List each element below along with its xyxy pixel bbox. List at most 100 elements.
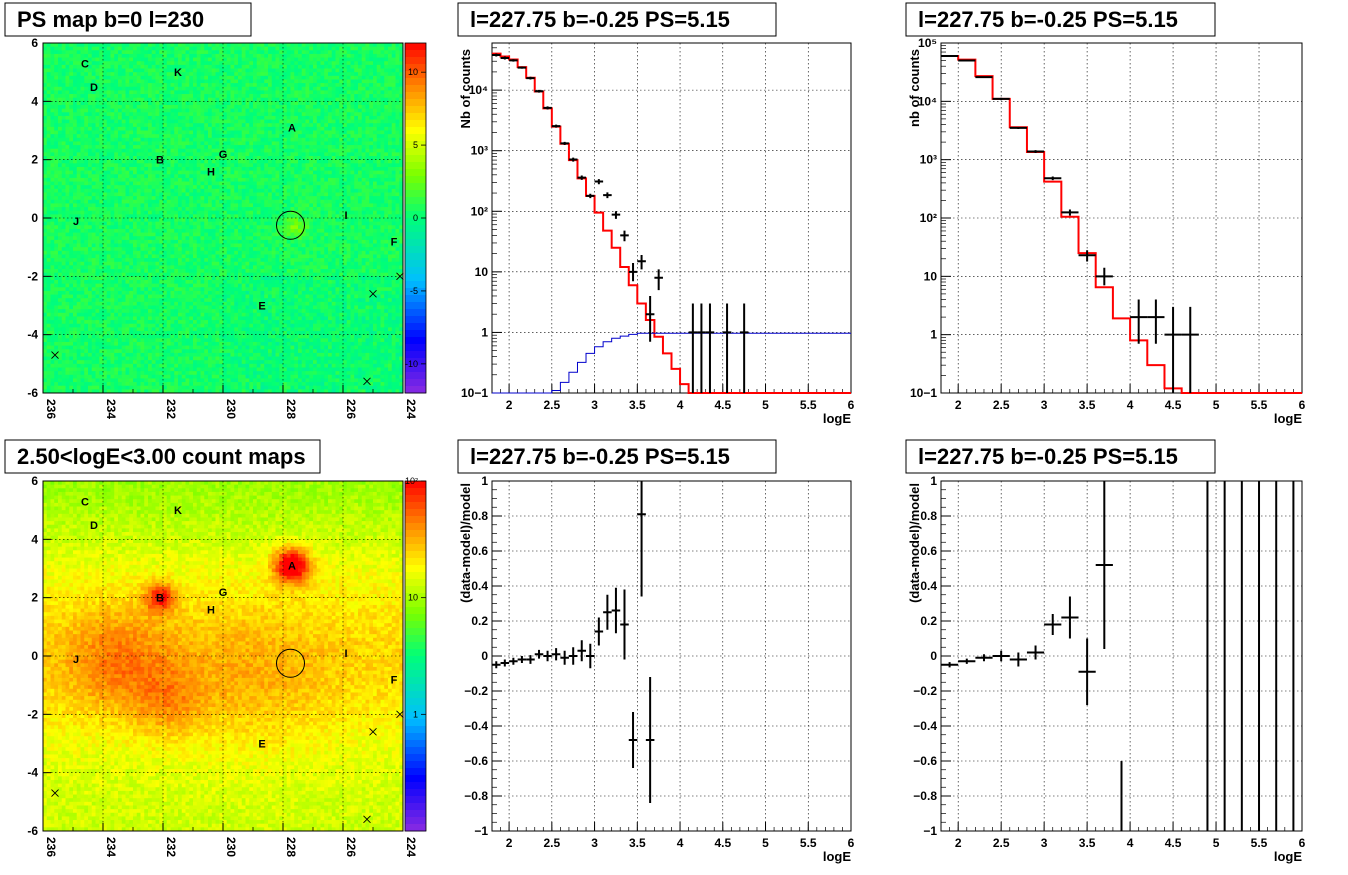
residual-point — [534, 649, 544, 659]
residual-point — [992, 650, 1010, 662]
residual-point — [551, 648, 561, 661]
y-tick-label: 6 — [31, 474, 38, 488]
y-tick-label: 0 — [31, 211, 38, 225]
y-tick-label: −0.8 — [464, 789, 488, 803]
residual-point — [492, 661, 501, 669]
data-point — [611, 211, 621, 219]
source-label: I — [344, 210, 347, 222]
resid-fine-title: l=227.75 b=-0.25 PS=5.15 — [470, 444, 730, 469]
x-tick-label: 236 — [44, 837, 58, 857]
y-tick-label: 6 — [31, 36, 38, 50]
data-point — [654, 269, 663, 291]
data-point — [551, 124, 561, 128]
y-tick-label: 10³ — [920, 153, 937, 167]
y-tick-label: 10² — [920, 211, 937, 225]
cross-marker — [51, 789, 59, 797]
residual-point — [568, 647, 578, 665]
colorbar-tick-label: -10 — [405, 359, 418, 369]
source-label: F — [391, 236, 398, 248]
spec-coarse-panel: 2 2.5 3 3.5 4 4.5 5 5.5 6 10−1 1 10 10² 10³ 10⁴ 10⁵ logE… — [907, 36, 1306, 426]
y-tick-label: 10⁴ — [469, 83, 488, 97]
source-label: C — [81, 58, 89, 70]
x-tick-label: 3 — [591, 836, 598, 850]
data-point — [1147, 299, 1165, 344]
y-tick-label: 1 — [481, 325, 488, 339]
data-point — [509, 59, 518, 62]
count-map-title: 2.50<logE<3.00 count maps — [17, 444, 306, 469]
y-tick-label: 10−1 — [461, 386, 488, 400]
source-label: D — [90, 82, 98, 94]
x-tick-label: 4 — [677, 398, 684, 412]
x-tick-label: 5 — [762, 398, 769, 412]
y-tick-label: −1 — [474, 824, 488, 838]
y-tick-label: 0.6 — [920, 544, 937, 558]
x-tick-label: 228 — [284, 837, 298, 857]
y-axis-label: (data-model)/model — [458, 483, 473, 603]
x-tick-label: 234 — [104, 837, 118, 857]
resid-coarse-title-box: l=227.75 b=-0.25 PS=5.15 — [905, 439, 1216, 474]
x-tick-label: 4 — [1127, 398, 1134, 412]
x-tick-label: 2 — [506, 398, 513, 412]
data-point — [517, 66, 527, 69]
source-label: A — [288, 561, 296, 573]
y-tick-label: −0.4 — [464, 719, 488, 733]
y-tick-label: 0.8 — [920, 509, 937, 523]
data-point — [500, 56, 510, 60]
data-point — [992, 97, 1010, 101]
cross-marker — [369, 290, 377, 298]
y-tick-label: -4 — [27, 328, 38, 342]
y-tick-label: 1 — [930, 474, 937, 488]
x-tick-label: 3 — [1041, 836, 1048, 850]
data-point — [1078, 250, 1096, 262]
x-tick-label: 4 — [677, 836, 684, 850]
y-tick-label: 0 — [481, 649, 488, 663]
y-tick-label: −0.6 — [464, 754, 488, 768]
data-point — [586, 193, 595, 199]
y-tick-label: −0.2 — [913, 684, 937, 698]
data-point — [941, 54, 959, 57]
x-tick-label: 5.5 — [1251, 398, 1268, 412]
residual-point — [611, 587, 621, 634]
source-label: G — [219, 149, 228, 161]
residual-point — [1078, 638, 1096, 705]
x-tick-label: 6 — [848, 836, 855, 850]
residual-point — [620, 589, 629, 660]
count-map-colorbar: 10² 10 1 — [404, 476, 427, 832]
y-tick-label: 2 — [31, 591, 38, 605]
source-label: E — [258, 739, 265, 751]
spec-coarse-title-box: l=227.75 b=-0.25 PS=5.15 — [905, 2, 1216, 37]
resid-fine-title-box: l=227.75 b=-0.25 PS=5.15 — [457, 439, 777, 474]
cross-marker — [51, 351, 59, 359]
x-tick-label: 4.5 — [1165, 836, 1182, 850]
x-tick-label: 4.5 — [714, 836, 731, 850]
x-tick-label: 5.5 — [800, 836, 817, 850]
y-tick-label: 2 — [31, 153, 38, 167]
source-label: G — [219, 587, 228, 599]
data-point — [1061, 209, 1079, 216]
x-tick-label: 3 — [591, 398, 598, 412]
residual-point — [975, 654, 993, 662]
data-point — [722, 303, 732, 393]
y-tick-label: -2 — [27, 269, 38, 283]
residual-point — [500, 659, 510, 667]
source-label: C — [81, 496, 89, 508]
x-tick-label: 224 — [404, 837, 418, 857]
x-tick-label: 5.5 — [1251, 836, 1268, 850]
data-point — [1164, 306, 1182, 393]
source-label: A — [288, 123, 296, 135]
y-tick-label: -4 — [27, 766, 38, 780]
cross-marker — [363, 377, 371, 386]
colorbar-tick-label: 10² — [405, 476, 418, 486]
y-axis-label: (data-model)/model — [907, 483, 922, 603]
x-tick-label: 2 — [506, 836, 513, 850]
x-axis-label: logE — [1274, 411, 1302, 426]
residual-point — [509, 657, 518, 665]
data-point — [1095, 267, 1113, 286]
colorbar-tick-label: -5 — [410, 286, 418, 296]
ps-map-panel: 236 234 232 230 228 226 224 6 4 2 0 -2 -4 -6 CD K A B GH J I… — [27, 36, 418, 419]
residual-point — [603, 594, 612, 630]
x-tick-label: 236 — [44, 399, 58, 419]
residual-point — [594, 617, 604, 646]
y-tick-label: 10² — [471, 204, 488, 218]
data-point — [1026, 150, 1045, 154]
